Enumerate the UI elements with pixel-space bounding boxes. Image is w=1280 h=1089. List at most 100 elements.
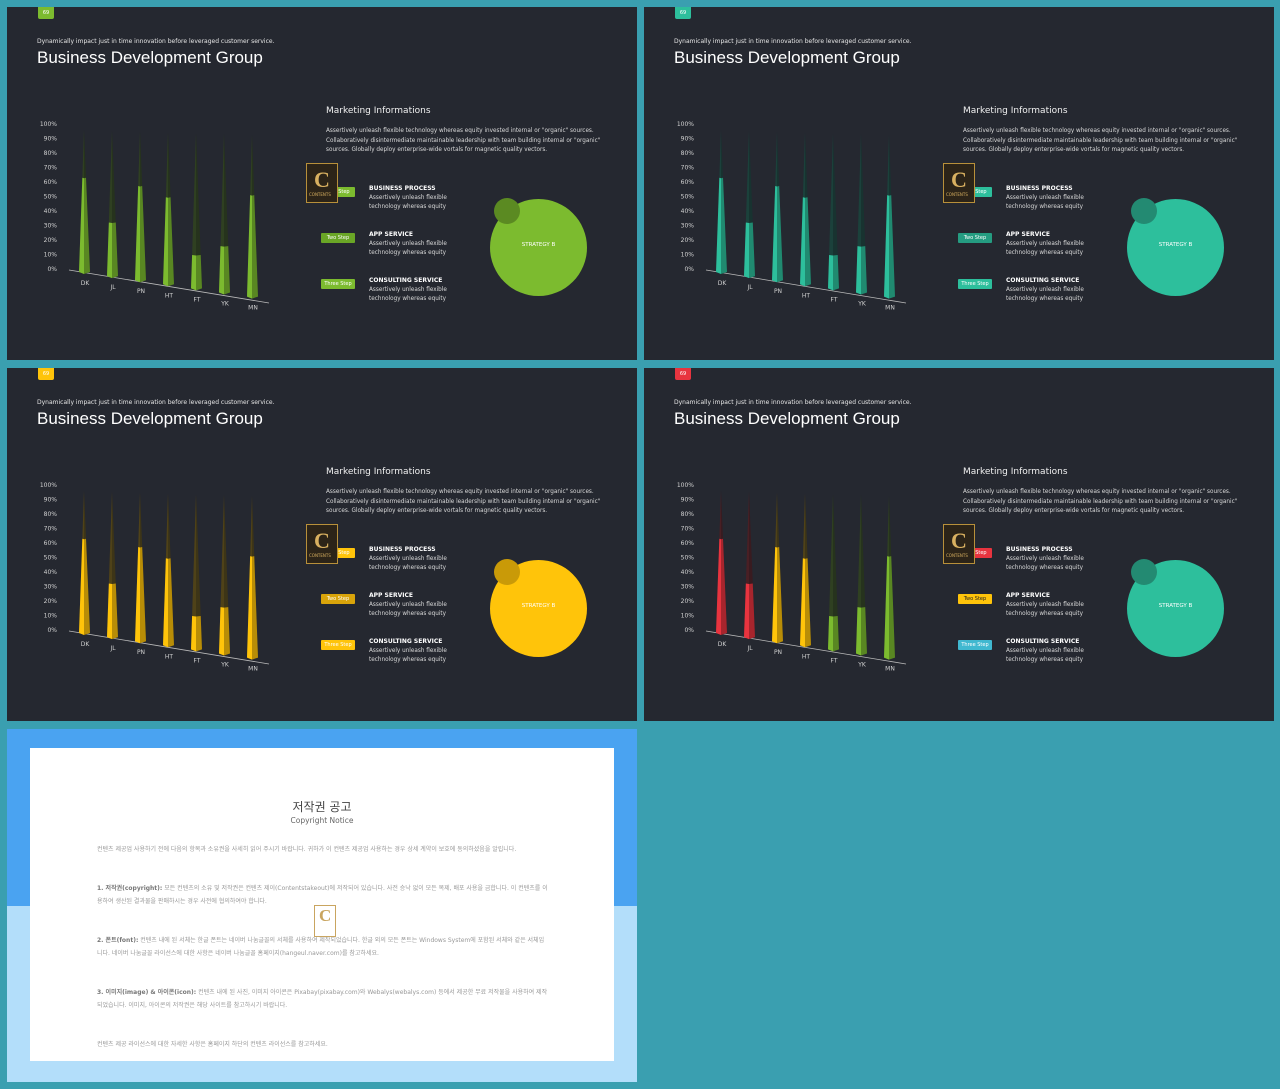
y-tick-label: 30%	[681, 223, 695, 230]
slide-mixed[interactable]: 69 Dynamically impact just in time innov…	[644, 368, 1274, 721]
x-tick-label: FT	[830, 296, 837, 303]
x-tick-label: MN	[885, 666, 895, 673]
y-tick-label: 10%	[681, 252, 695, 259]
y-tick-label: 100%	[40, 482, 57, 489]
step-badge-2: Two Step	[321, 233, 355, 243]
y-tick-label: 80%	[681, 511, 695, 518]
bar-chart: 0% 10% 20% 30% 40% 50% 60% 70% 80% 90% 100% DK JL PN H…	[40, 121, 270, 312]
x-tick-label: YK	[857, 301, 867, 308]
copyright-slide[interactable]: 저작권 공고 Copyright Notice 컨텐츠 제공업 사용하기 전에 …	[7, 729, 637, 1082]
slide-green[interactable]: 69 Dynamically impact just in time innov…	[7, 7, 637, 360]
logo-letter: C	[314, 167, 330, 192]
bar-mn-front	[247, 195, 252, 299]
y-tick-label: 50%	[44, 555, 58, 562]
bar-pn-front	[135, 185, 140, 283]
slide-yellow[interactable]: 69 Dynamically impact just in time innov…	[7, 368, 637, 721]
slide-subtitle: Dynamically impact just in time innovati…	[674, 399, 912, 406]
bar-pn-side	[140, 185, 146, 283]
marketing-desc-line-3: sources. Globally deploy enterprise-wide…	[326, 508, 548, 514]
x-tick-label: DK	[718, 280, 728, 287]
slide-teal[interactable]: 69 Dynamically impact just in time innov…	[644, 7, 1274, 360]
x-tick-label: FT	[193, 296, 200, 303]
y-tick-label: 10%	[681, 613, 695, 620]
step-desc-3: Assertively unleash flexible technology …	[369, 648, 447, 663]
y-tick-label: 20%	[44, 237, 58, 244]
slide-subtitle: Dynamically impact just in time innovati…	[674, 38, 912, 45]
x-tick-label: HT	[165, 653, 174, 660]
marketing-desc-line-1: Assertively unleash flexible technology …	[963, 128, 1231, 134]
y-tick-label: 70%	[44, 165, 58, 172]
bar-yk-front	[856, 607, 861, 656]
y-tick-label: 60%	[44, 179, 58, 186]
step-title-3: CONSULTING SERVICE	[1006, 277, 1080, 284]
contents-logo: C CONTENTS	[943, 163, 975, 203]
copyright-para-1-body: 모든 컨텐츠의 소유 및 저작권은 컨텐츠 제이(Contentstakeout…	[97, 885, 548, 905]
y-tick-label: 0%	[47, 627, 57, 634]
y-tick-label: 70%	[44, 526, 58, 533]
logo-letter: C	[951, 528, 967, 553]
copyright-footer: 컨텐츠 제공 라이선스에 대한 자세한 사항은 홈페이지 하단의 컨텐츠 라이선…	[97, 1041, 328, 1048]
x-tick-label: JL	[746, 284, 753, 291]
contents-logo: C CONTENTS	[306, 524, 338, 564]
bar-yk-side	[224, 607, 230, 656]
copyright-subtitle: Copyright Notice	[290, 816, 354, 825]
copyright-logo: C	[314, 905, 336, 937]
x-tick-label: PN	[137, 649, 145, 656]
marketing-title: Marketing Informations	[963, 467, 1068, 477]
logo-text: CONTENTS	[309, 553, 331, 558]
step-desc-2: Assertively unleash flexible technology …	[369, 241, 447, 256]
step-title-1: BUSINESS PROCESS	[369, 546, 436, 553]
x-tick-label: MN	[248, 305, 258, 312]
bar-ghost-right	[833, 494, 839, 652]
slide-subtitle: Dynamically impact just in time innovati…	[37, 38, 275, 45]
y-tick-label: 50%	[44, 194, 58, 201]
x-tick-label: JL	[109, 645, 116, 652]
copyright-para-2-head: 2. 폰트(font):	[97, 937, 139, 944]
slide-title: Business Development Group	[674, 409, 900, 428]
bar-ht-side	[168, 558, 174, 648]
step-title-3: CONSULTING SERVICE	[1006, 638, 1080, 645]
page-number-badge: 69	[675, 7, 691, 19]
bar-dk-front	[716, 538, 721, 635]
marketing-title: Marketing Informations	[326, 106, 431, 116]
bar-ht-front	[800, 558, 805, 648]
marketing-title: Marketing Informations	[326, 467, 431, 477]
bar-dk-front	[79, 538, 84, 635]
logo-letter: C	[314, 528, 330, 553]
bar-ghost-right	[833, 133, 839, 291]
step-title-3: CONSULTING SERVICE	[369, 277, 443, 284]
x-tick-label: FT	[830, 657, 837, 664]
page-number-badge: 69	[38, 368, 54, 380]
y-tick-label: 10%	[44, 252, 58, 259]
step-badge-1: One Step	[321, 187, 355, 197]
y-tick-label: 0%	[684, 627, 694, 634]
y-tick-label: 20%	[681, 237, 695, 244]
bar-ghost-left	[191, 133, 196, 291]
bar-mn-side	[889, 195, 895, 299]
bar-dk-front	[79, 177, 84, 274]
x-tick-label: DK	[81, 280, 91, 287]
step-title-1: BUSINESS PROCESS	[369, 185, 436, 192]
y-tick-label: 90%	[681, 497, 695, 504]
bar-mn-front	[884, 195, 889, 299]
bar-mn-front	[884, 556, 889, 660]
step-desc-1: Assertively unleash flexible technology …	[369, 195, 447, 210]
marketing-desc-line-3: sources. Globally deploy enterprise-wide…	[963, 147, 1185, 153]
y-tick-label: 30%	[681, 584, 695, 591]
copyright-para-1: 1. 저작권(copyright): 모든 컨텐츠의 소유 및 저작권은 컨텐츠…	[97, 882, 549, 908]
slide-title: Business Development Group	[37, 409, 263, 428]
logo-text: CONTENTS	[946, 553, 968, 558]
y-tick-label: 30%	[44, 584, 58, 591]
copyright-card: 저작권 공고 Copyright Notice 컨텐츠 제공업 사용하기 전에 …	[30, 748, 614, 1061]
marketing-desc-line-2: Collaboratively disintermediate maintain…	[963, 498, 1238, 505]
bar-ht-side	[168, 197, 174, 287]
small-accent-circle	[1131, 198, 1157, 224]
step-desc-3: Assertively unleash flexible technology …	[369, 287, 447, 302]
strategy-label: STRATEGY B	[521, 242, 556, 248]
y-tick-label: 50%	[681, 194, 695, 201]
step-desc-2: Assertively unleash flexible technology …	[1006, 241, 1084, 256]
y-tick-label: 90%	[44, 497, 58, 504]
step-desc-2: Assertively unleash flexible technology …	[1006, 602, 1084, 617]
x-tick-label: DK	[81, 641, 91, 648]
step-title-3: CONSULTING SERVICE	[369, 638, 443, 645]
